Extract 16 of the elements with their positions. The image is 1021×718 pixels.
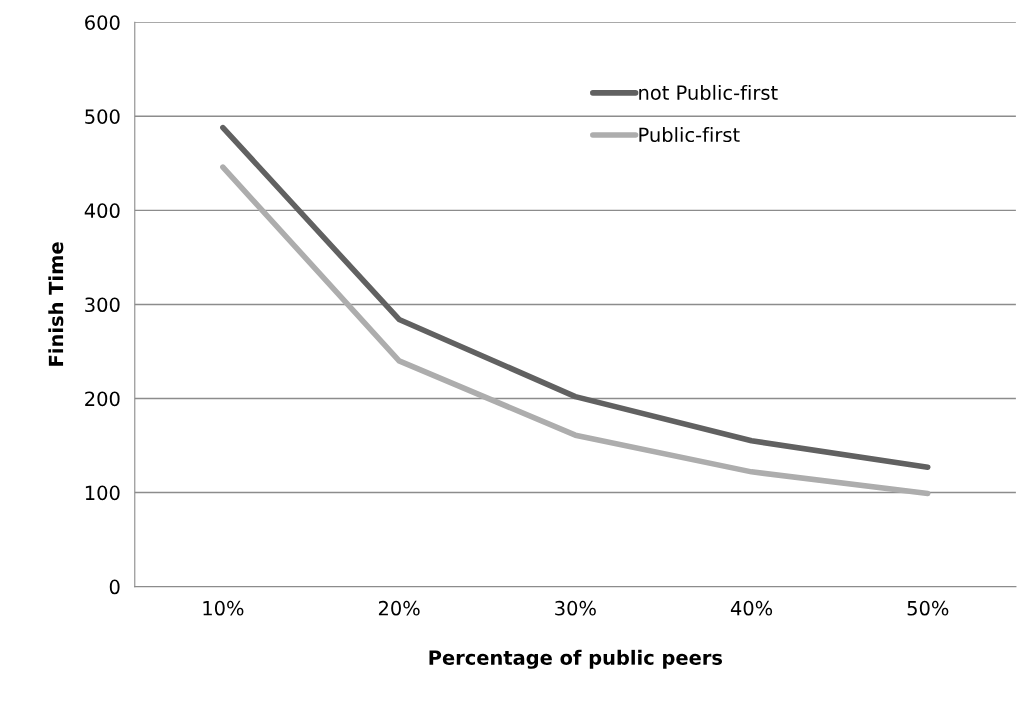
x-tick-label: 30% [555,600,596,616]
legend-label: not Public-first [639,84,778,100]
x-axis-title: Percentage of public peers [429,649,723,669]
legend-label: Public-first [639,127,740,143]
x-tick-label: 10% [203,600,244,616]
y-tick-label: 200 [85,391,120,407]
x-tick-label: 20% [378,600,420,616]
y-axis-title: Finish Time [48,242,64,366]
y-tick-label: 600 [85,15,120,30]
y-tick-label: 100 [85,485,120,501]
x-tick-label: 40% [730,600,773,616]
y-tick-label: 400 [84,203,120,219]
y-tick-label: 300 [85,297,120,313]
x-tick-label: 50% [907,600,949,616]
y-tick-label: 500 [85,109,120,124]
y-tick-label: 0 [109,579,120,595]
